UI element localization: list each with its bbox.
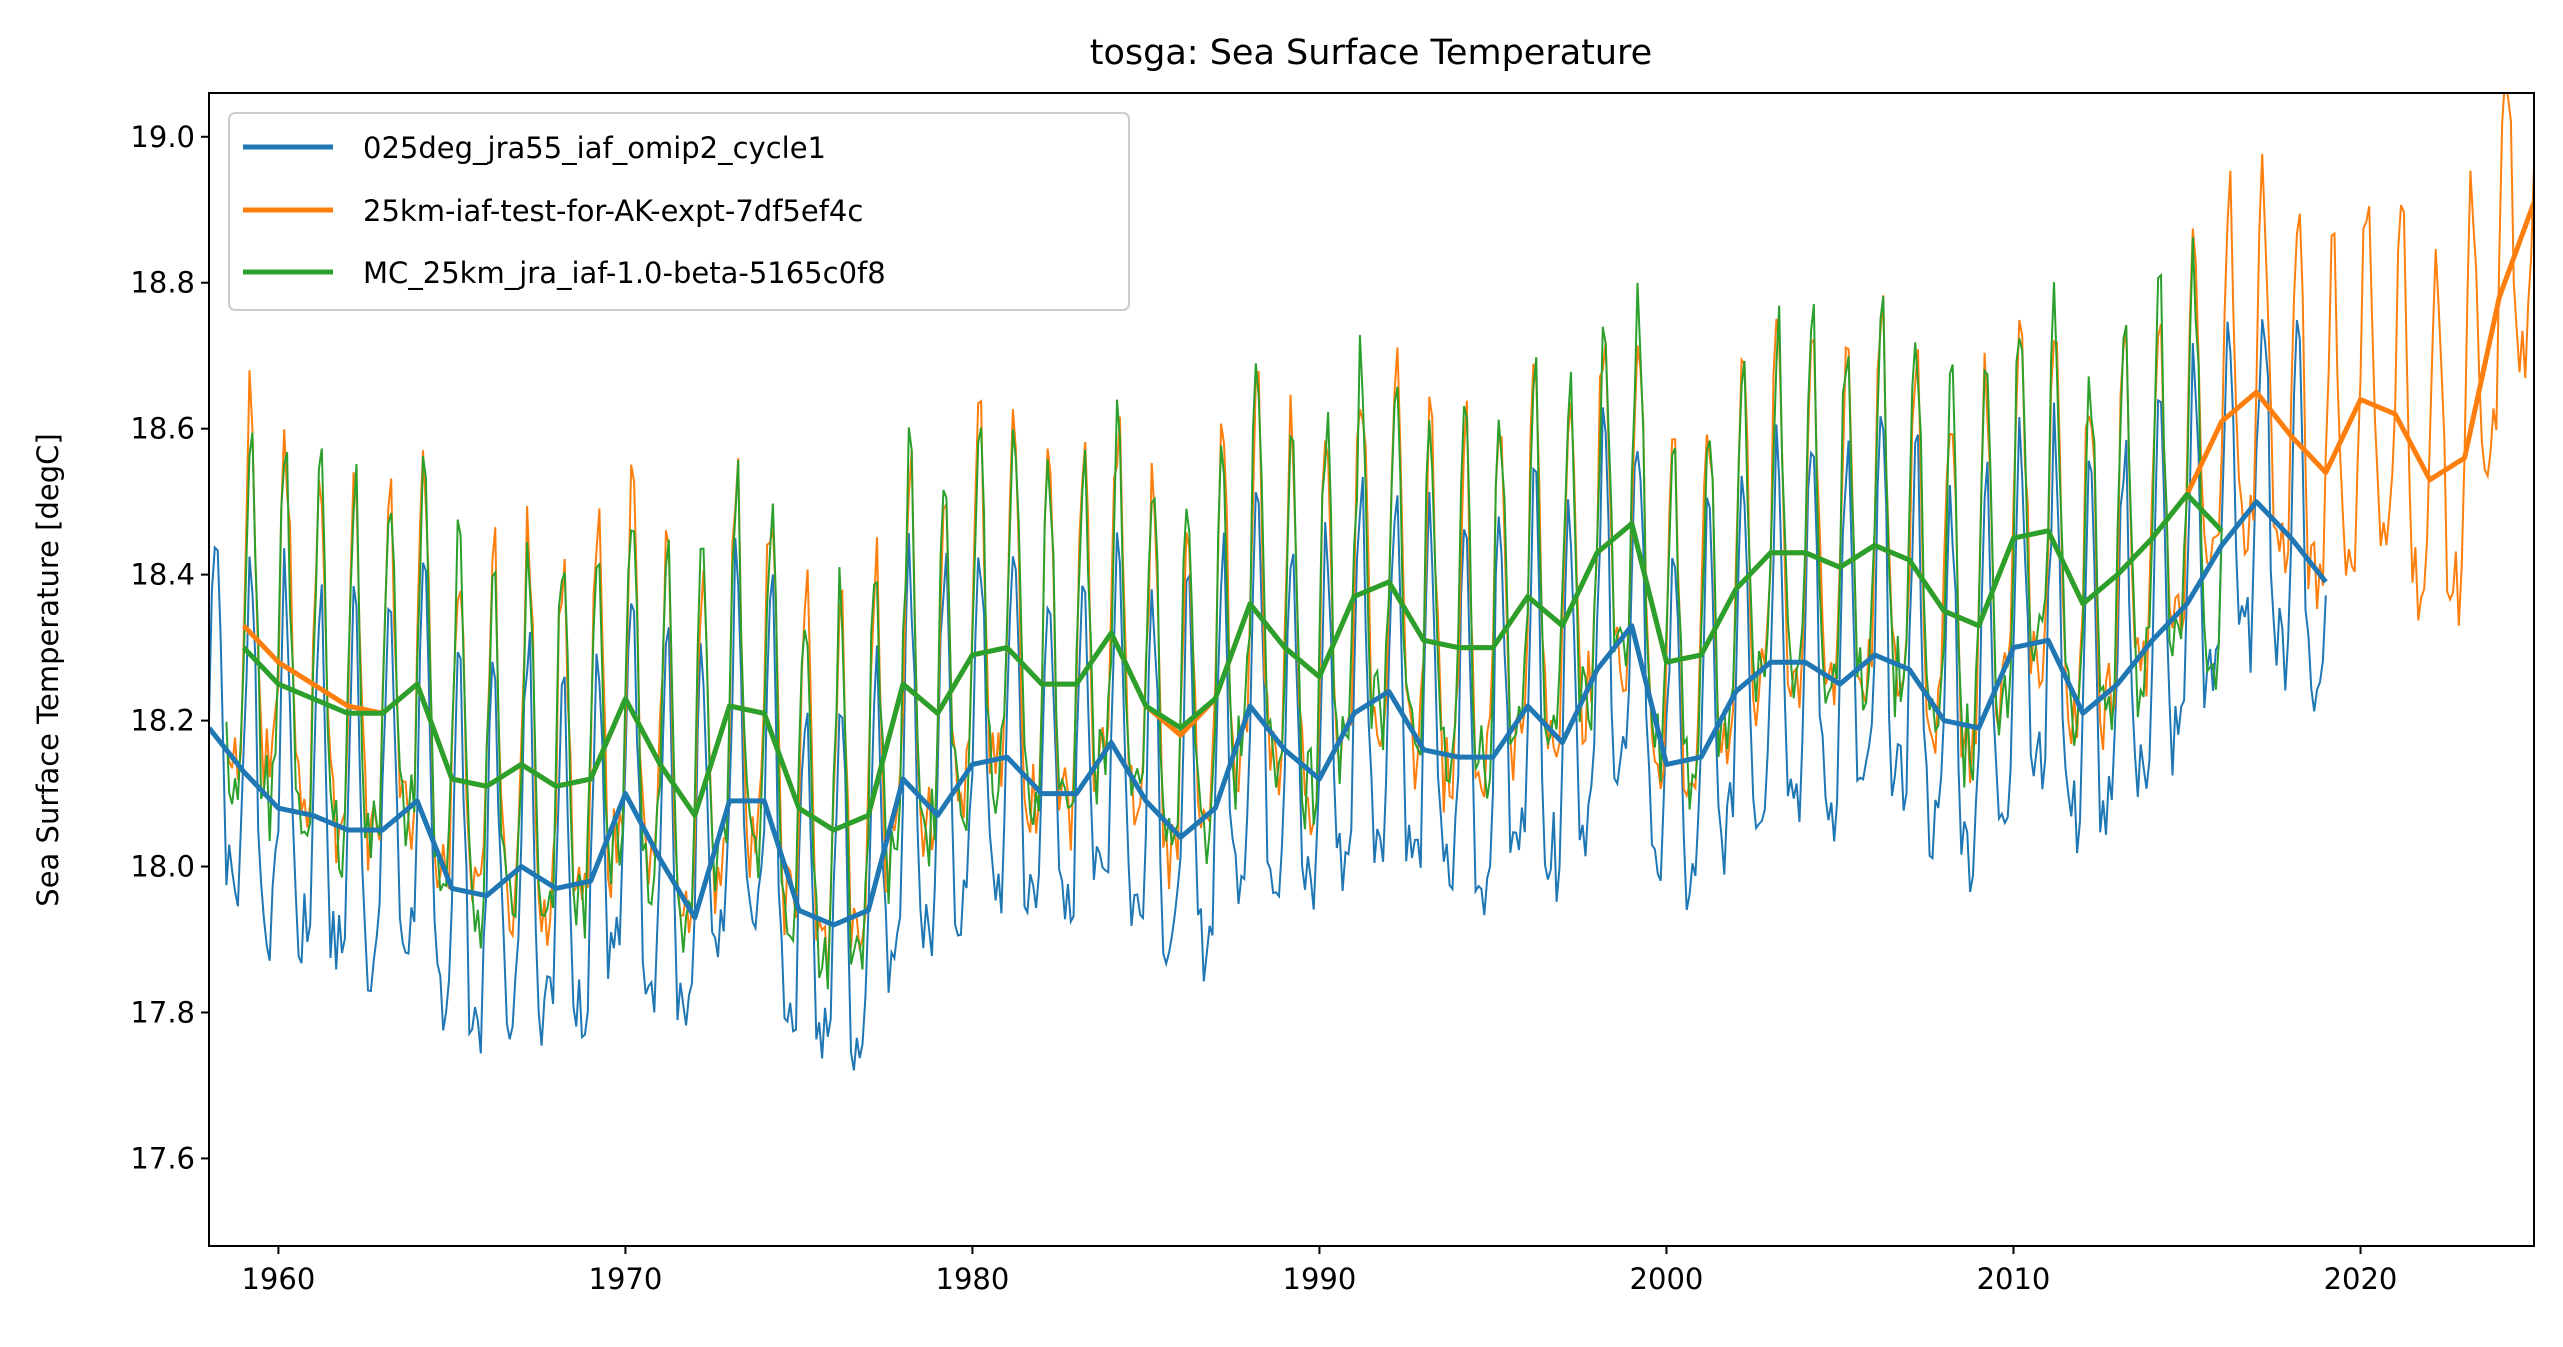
y-tick-label: 18.6 <box>130 412 195 446</box>
monthly-line-2 <box>225 237 2223 990</box>
chart-title: tosga: Sea Surface Temperature <box>1090 33 1652 73</box>
x-tick-label: 1990 <box>1283 1262 1357 1296</box>
legend-box <box>228 112 1130 311</box>
x-tick-label: 2010 <box>1977 1262 2051 1296</box>
y-tick-label: 17.6 <box>130 1141 195 1175</box>
x-tick-label: 1960 <box>241 1262 315 1296</box>
y-axis-label: Sea Surface Temperature [degC] <box>31 433 65 906</box>
legend-label-0: 025deg_jra55_iaf_omip2_cycle1 <box>363 131 826 165</box>
y-tick-label: 18.4 <box>130 558 195 592</box>
y-tick-label: 18.0 <box>130 850 195 884</box>
axes-frame <box>208 92 2535 1247</box>
legend-label-2: MC_25km_jra_iaf-1.0-beta-5165c0f8 <box>363 256 886 290</box>
legend-label-1: 25km-iaf-test-for-AK-expt-7df5ef4c <box>363 194 863 228</box>
x-tick-label: 1970 <box>589 1262 663 1296</box>
axis-ticks: 1960 1970 1980 1990 2000 2010 2020 17.6 17.8 18.0… <box>130 120 2397 1296</box>
x-tick-label: 2000 <box>1630 1262 1704 1296</box>
annual-mean-line-2 <box>241 491 2224 833</box>
monthly-line-0 <box>209 319 2327 1071</box>
monthly-line-1 <box>225 93 2534 984</box>
y-tick-label: 18.8 <box>130 266 195 300</box>
y-tick-label: 17.8 <box>130 995 195 1029</box>
x-tick-label: 2020 <box>2324 1262 2398 1296</box>
plot-lines <box>209 93 2534 1071</box>
annual-mean-line-0 <box>209 499 2328 928</box>
x-tick-label: 1980 <box>936 1262 1010 1296</box>
y-tick-label: 19.0 <box>130 120 195 154</box>
y-tick-label: 18.2 <box>130 704 195 738</box>
legend: 025deg_jra55_iaf_omip2_cycle1 25km-iaf-t… <box>228 112 1130 311</box>
